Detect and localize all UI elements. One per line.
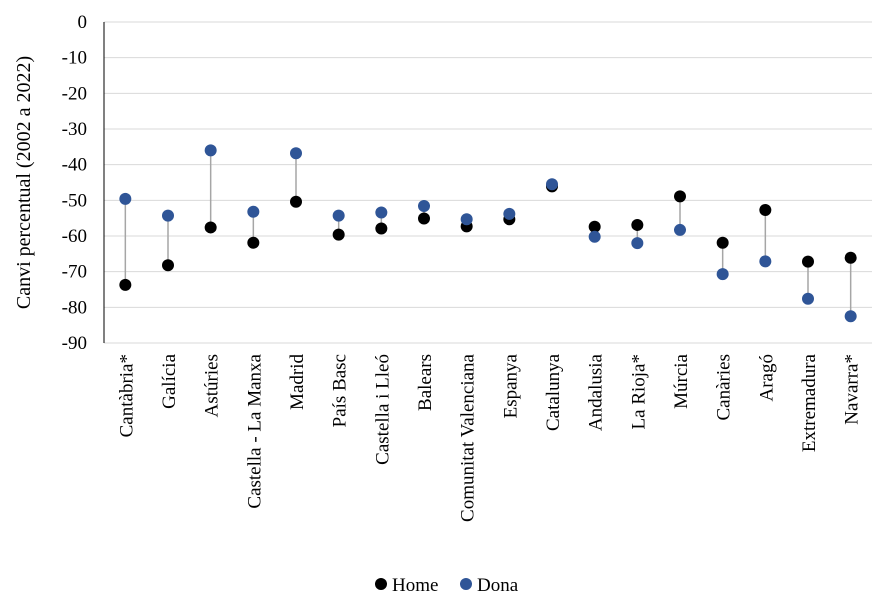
x-tick-label: Galícia — [159, 353, 180, 408]
point-home — [162, 259, 174, 272]
y-tick-label: -70 — [62, 262, 87, 283]
point-dona — [674, 223, 686, 236]
x-tick-label: Catalunya — [543, 353, 564, 431]
x-tick-label: Canàries — [714, 354, 735, 420]
x-tick-label: Castella i Lleó — [372, 354, 393, 465]
x-tick-label: Navarra* — [842, 354, 863, 425]
point-dona — [546, 178, 558, 191]
point-home — [802, 255, 814, 268]
data-points — [119, 144, 857, 323]
point-dona — [290, 147, 302, 160]
point-dona — [503, 207, 516, 220]
x-tick-label: País Basc — [330, 354, 351, 427]
x-tick-label: Extremadura — [799, 353, 820, 452]
grid-layer — [104, 21, 872, 344]
y-tick-label: -60 — [62, 226, 87, 247]
point-dona — [631, 237, 644, 250]
legend-label-home: Home — [392, 575, 438, 596]
point-home — [332, 228, 345, 241]
point-dona — [332, 209, 345, 222]
point-home — [631, 218, 644, 231]
x-tick-label: La Rioja* — [628, 354, 649, 429]
point-dona — [119, 192, 132, 205]
x-tick-label: Comunitat Valenciana — [458, 353, 479, 522]
point-home — [674, 190, 686, 203]
point-home — [759, 203, 772, 216]
x-tick-label: Aragó — [756, 354, 777, 401]
y-axis-ticks: 0 -10 -20 -30 -40 -50 -60 -70 -80 -90 — [62, 12, 87, 354]
point-home — [290, 195, 302, 208]
y-tick-label: -90 — [62, 333, 87, 354]
point-dona — [844, 310, 857, 323]
y-tick-label: -30 — [62, 119, 87, 140]
y-tick-label: -40 — [62, 155, 87, 176]
x-tick-label: Castella - La Manxa — [244, 353, 265, 508]
point-home — [204, 221, 217, 234]
point-dona — [716, 268, 729, 281]
y-tick-label: -80 — [62, 297, 87, 318]
y-tick-label: -20 — [62, 83, 87, 104]
point-home — [844, 251, 857, 264]
point-dona — [375, 206, 388, 219]
y-tick-label: -10 — [62, 48, 87, 69]
point-dona — [204, 144, 217, 157]
x-tick-label: Madrid — [287, 354, 308, 410]
point-home — [247, 236, 260, 249]
x-tick-label: Andalusia — [586, 353, 607, 431]
point-home — [119, 278, 132, 291]
point-home — [375, 222, 388, 235]
point-dona — [460, 213, 473, 226]
point-dona — [162, 209, 174, 222]
y-tick-label: 0 — [78, 12, 88, 33]
legend: Home Dona — [375, 575, 519, 596]
point-dona — [588, 230, 601, 243]
x-tick-label: Balears — [415, 354, 436, 411]
point-dona — [802, 292, 814, 305]
connector-lines — [124, 150, 852, 317]
point-dona — [418, 200, 430, 213]
legend-marker-home — [375, 578, 387, 590]
point-dona — [247, 205, 260, 218]
point-home — [418, 212, 430, 225]
x-tick-label: Cantàbria* — [116, 354, 137, 437]
x-tick-label: Espanya — [500, 353, 521, 418]
x-axis-labels: Cantàbria* Galícia Astúries Castella - La M… — [116, 353, 862, 522]
point-home — [588, 220, 601, 233]
y-tick-label: -50 — [62, 190, 87, 211]
x-tick-label: Múrcia — [671, 353, 692, 408]
y-axis-label: Canvi percentual (2002 a 2022) — [13, 56, 35, 309]
point-dona — [759, 255, 772, 268]
x-tick-label: Astúries — [202, 354, 223, 417]
legend-marker-dona — [460, 578, 472, 590]
point-home — [716, 236, 729, 249]
legend-label-dona: Dona — [477, 575, 519, 596]
